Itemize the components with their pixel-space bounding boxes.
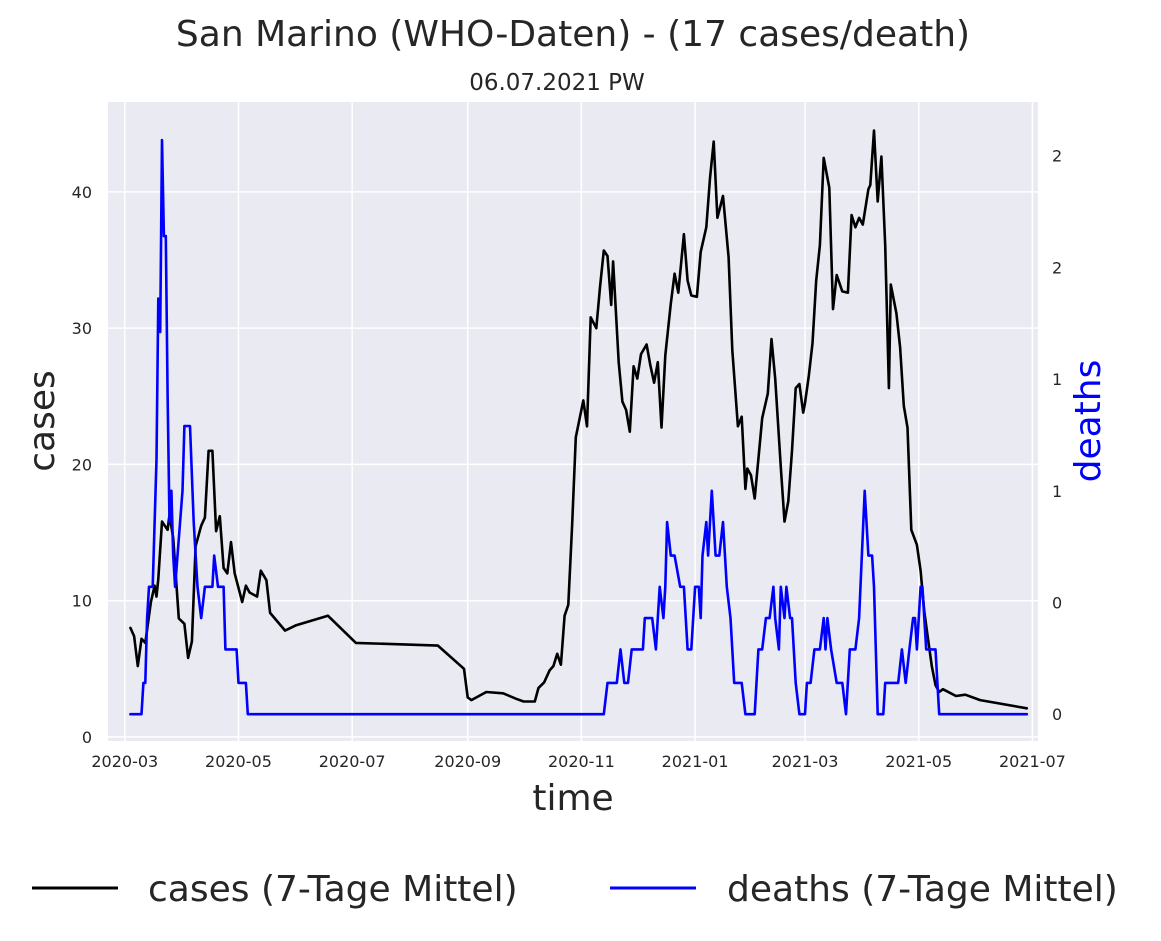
legend: cases (7-Tage Mittel) deaths (7-Tage Mit… — [32, 869, 1118, 910]
x-tick-label: 2020-05 — [205, 752, 272, 771]
legend-label-cases: cases (7-Tage Mittel) — [148, 869, 518, 910]
x-tick-label: 2021-01 — [662, 752, 729, 771]
y-left-tick-label: 40 — [72, 183, 92, 202]
x-tick-label: 2021-03 — [772, 752, 839, 771]
y-left-tick-label: 20 — [72, 455, 92, 474]
y-axis-left-label: cases — [22, 370, 63, 472]
series-layer — [129, 129, 1029, 716]
y-right-tick-label: 2 — [1052, 258, 1062, 277]
plot-area — [108, 102, 1038, 741]
series-line-deaths — [129, 138, 1029, 716]
y-left-tick-label: 0 — [82, 728, 92, 747]
x-axis-label: time — [532, 778, 613, 819]
chart-subtitle: 06.07.2021 PW — [469, 70, 645, 96]
series-line-cases — [129, 129, 1029, 710]
legend-label-deaths: deaths (7-Tage Mittel) — [727, 869, 1118, 910]
x-tick-label: 2020-11 — [548, 752, 615, 771]
x-tick-label: 2020-09 — [434, 752, 501, 771]
x-tick-label: 2020-07 — [319, 752, 386, 771]
y-right-tick-label: 1 — [1052, 370, 1062, 389]
x-tick-label: 2021-05 — [885, 752, 952, 771]
y-right-tick-label: 0 — [1052, 705, 1062, 724]
grid — [108, 102, 1038, 741]
y-axis-right-label: deaths — [1068, 360, 1109, 483]
y-right-tick-label: 0 — [1052, 593, 1062, 612]
chart-title: San Marino (WHO-Daten) - (17 cases/death… — [176, 14, 970, 55]
x-tick-label: 2020-03 — [91, 752, 158, 771]
y-right-tick-label: 2 — [1052, 147, 1062, 166]
y-left-tick-label: 30 — [72, 319, 92, 338]
y-left-tick-label: 10 — [72, 592, 92, 611]
x-tick-label: 2021-07 — [999, 752, 1066, 771]
y-right-tick-label: 1 — [1052, 482, 1062, 501]
tick-labels: 2020-03 2020-05 2020-07 2020-09 2020-11 2021-… — [72, 147, 1066, 771]
